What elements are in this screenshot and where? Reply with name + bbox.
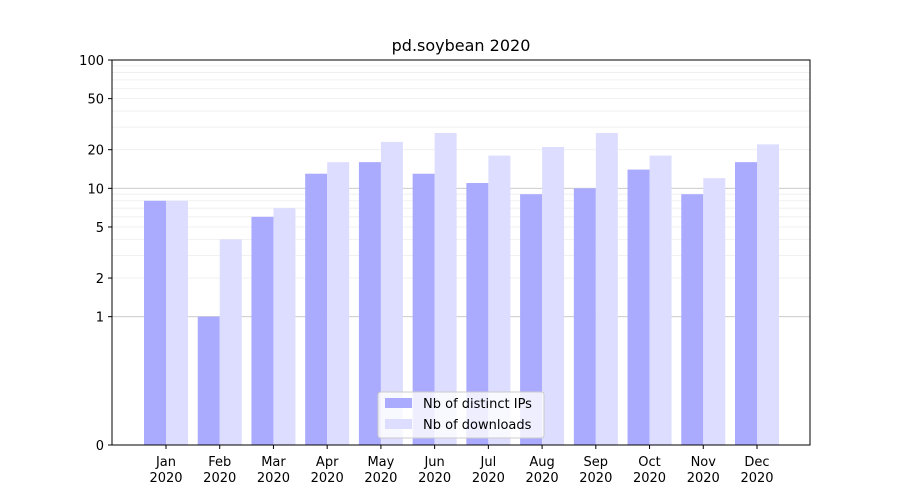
bar-downloads: [219, 239, 242, 445]
bar-distinct-ips: [520, 194, 543, 445]
x-tick-label-month: Dec: [744, 455, 769, 470]
x-tick-label-year: 2020: [364, 471, 397, 486]
bar-distinct-ips: [358, 162, 381, 445]
y-tick-label: 100: [79, 54, 104, 69]
bar-distinct-ips: [305, 173, 328, 445]
bar-distinct-ips: [251, 216, 274, 445]
bar-downloads: [649, 155, 672, 445]
x-tick-label-month: Nov: [691, 455, 717, 470]
bar-downloads: [166, 200, 188, 445]
bar-downloads: [273, 208, 296, 445]
x-tick-label-month: May: [367, 455, 394, 470]
x-tick-label-year: 2020: [579, 471, 612, 486]
x-tick-label-month: Oct: [638, 455, 660, 470]
x-tick-label-year: 2020: [203, 471, 236, 486]
y-tick-label: 10: [87, 182, 104, 197]
bar-distinct-ips: [466, 183, 489, 445]
x-tick-label-year: 2020: [687, 471, 720, 486]
x-tick-label-year: 2020: [472, 471, 505, 486]
legend-swatch-ips: [385, 398, 412, 408]
bar-distinct-ips: [735, 162, 757, 445]
bar-distinct-ips: [681, 194, 704, 445]
y-tick-label: 2: [96, 272, 104, 287]
bar-distinct-ips: [573, 188, 596, 446]
x-tick-label-year: 2020: [418, 471, 451, 486]
y-tick-label: 20: [87, 144, 104, 159]
bar-downloads: [757, 144, 779, 445]
bar-downloads: [327, 162, 350, 445]
y-tick-label: 5: [96, 221, 104, 236]
x-tick-label-month: Jul: [480, 455, 497, 470]
bar-downloads: [542, 146, 565, 445]
bar-downloads: [703, 178, 726, 445]
bar-distinct-ips: [627, 169, 650, 445]
chart-title: pd.soybean 2020: [392, 36, 531, 55]
x-tick-label-month: Jan: [155, 455, 176, 470]
bar-distinct-ips: [144, 200, 166, 445]
bar-distinct-ips: [412, 173, 435, 445]
bar-downloads: [434, 132, 457, 446]
bar-distinct-ips: [197, 316, 220, 445]
legend-label-ips: Nb of distinct IPs: [423, 397, 532, 412]
x-tick-label-year: 2020: [526, 471, 559, 486]
bar-downloads: [380, 141, 403, 445]
x-tick-label-month: Sep: [584, 455, 609, 470]
y-axis: 0 1 2 5 10 20 50 100: [79, 54, 112, 454]
bars: [144, 132, 779, 446]
y-tick-label: 50: [87, 93, 104, 108]
bar-downloads: [595, 132, 618, 446]
x-tick-label-year: 2020: [740, 471, 773, 486]
y-tick-label: 1: [96, 311, 104, 326]
x-tick-label-month: Aug: [529, 455, 554, 470]
x-tick-label-month: Jun: [423, 455, 444, 470]
x-tick-label-month: Apr: [316, 455, 339, 470]
legend: Nb of distinct IPs Nb of downloads: [377, 391, 545, 439]
x-tick-label-month: Feb: [208, 455, 231, 470]
x-tick-label-year: 2020: [311, 471, 344, 486]
y-tick-label: 0: [96, 439, 104, 454]
x-tick-label-year: 2020: [149, 471, 182, 486]
x-tick-label-year: 2020: [257, 471, 290, 486]
x-tick-label-year: 2020: [633, 471, 666, 486]
legend-label-downloads: Nb of downloads: [423, 418, 532, 433]
legend-box: [377, 391, 545, 439]
x-tick-label-month: Mar: [261, 455, 286, 470]
bar-downloads: [488, 155, 511, 445]
plot-frame: [111, 59, 811, 446]
x-axis: Jan2020Feb2020Mar2020Apr2020May2020Jun20…: [149, 445, 774, 486]
legend-swatch-downloads: [385, 419, 412, 429]
